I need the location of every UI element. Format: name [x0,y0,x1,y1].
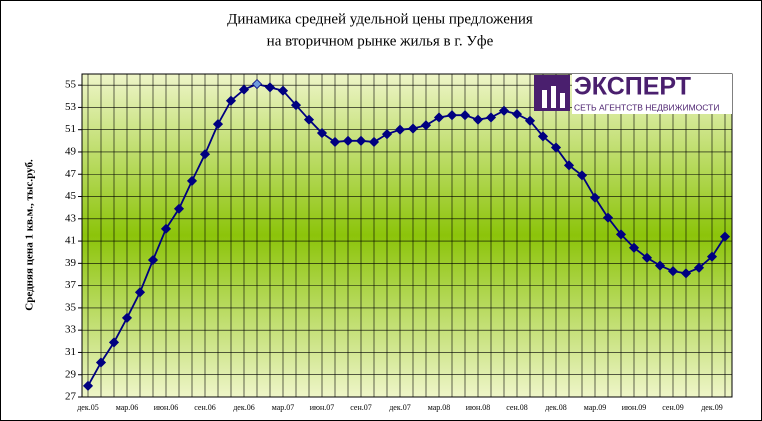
x-tick-label: мар.08 [428,403,451,412]
data-point [199,149,211,160]
y-axis-label: Средняя цена 1 кв.м., тыс.руб. [24,159,36,311]
data-point [134,287,146,298]
data-point [368,136,380,148]
data-point [264,82,276,93]
y-tick-label: 35 [65,301,77,313]
data-point [316,127,328,139]
x-tick-label: мар.09 [584,403,607,412]
data-point [654,260,666,271]
y-tick-label: 31 [65,346,76,358]
data-point [303,114,315,125]
y-tick-label: 43 [65,212,77,224]
y-tick-label: 45 [65,190,77,202]
data-point [212,119,224,130]
y-tick-label: 33 [65,324,77,336]
x-tick-label: дек.05 [77,403,99,412]
y-tick-label: 47 [65,168,77,180]
chart-title: на вторичном рынке жилья в г. Уфе [267,33,494,49]
logo-tagline: СЕТЬ АГЕНТСТВ НЕДВИЖИМОСТИ [574,102,719,112]
y-tick-label: 53 [65,101,77,113]
x-tick-label: июн.07 [310,403,335,412]
logo-icon [551,86,556,108]
data-point [550,142,562,153]
data-point [615,229,627,240]
plot-border [81,73,733,398]
data-point [277,85,289,96]
data-point [641,252,653,263]
x-tick-label: июн.09 [622,403,647,412]
data-point [238,84,250,95]
data-point [342,135,354,146]
data-point [225,95,237,106]
x-tick-label: июн.08 [466,403,491,412]
data-point [680,268,692,279]
data-point [147,254,159,266]
data-point [459,110,471,121]
x-tick-label: дек.08 [545,403,567,412]
data-point [498,105,510,116]
data-point [173,203,185,214]
data-point [394,124,406,135]
y-tick-label: 55 [65,79,77,91]
data-point [485,112,497,123]
x-tick-label: сен.09 [662,403,683,412]
y-tick-label: 49 [65,145,77,157]
y-tick-label: 27 [65,391,77,403]
data-point [355,135,367,146]
data-point [186,175,198,186]
y-tick-label: 41 [65,235,76,247]
x-tick-label: июн.06 [154,403,179,412]
data-point [95,357,107,368]
y-tick-label: 29 [65,368,77,380]
y-tick-label: 51 [65,123,76,135]
data-point [420,120,432,131]
logo-bg [572,74,732,114]
data-point [329,136,341,148]
logo: ЭКСПЕРТ СЕТЬ АГЕНТСТВ НЕДВИЖИМОСТИ [534,73,732,114]
logo-text: ЭКСПЕРТ [574,73,691,101]
plot-area [82,74,732,397]
data-point [719,231,731,242]
x-tick-label: сен.08 [506,403,527,412]
data-point [160,223,172,234]
data-point [576,170,588,181]
data-point [433,112,445,123]
data-point [602,212,614,223]
data-point [511,109,523,120]
data-point [706,251,718,262]
data-point [667,266,679,277]
data-point [472,114,484,125]
x-tick-label: мар.06 [116,403,139,412]
x-tick-label: дек.06 [233,403,255,412]
x-tick-label: сен.07 [350,403,371,412]
data-point [381,129,393,140]
data-point [407,123,419,134]
data-point [82,380,94,391]
data-point [537,131,549,142]
data-point [108,337,120,348]
data-point [589,192,601,203]
y-tick-label: 37 [65,279,77,291]
logo-icon [560,93,565,108]
x-tick-label: сен.06 [194,403,215,412]
y-tick-label: 39 [65,257,77,269]
data-point [563,160,575,171]
logo-icon [542,90,547,108]
chart-title: Динамика средней удельной цены предложен… [227,11,533,27]
data-point [251,78,263,90]
data-point [290,100,302,111]
data-point [693,262,705,273]
data-point [446,110,458,121]
data-point [121,312,133,323]
data-point [628,242,640,253]
data-point [524,115,536,126]
x-tick-label: мар.07 [272,403,295,412]
x-tick-label: дек.09 [701,403,723,412]
x-tick-label: дек.07 [389,403,411,412]
